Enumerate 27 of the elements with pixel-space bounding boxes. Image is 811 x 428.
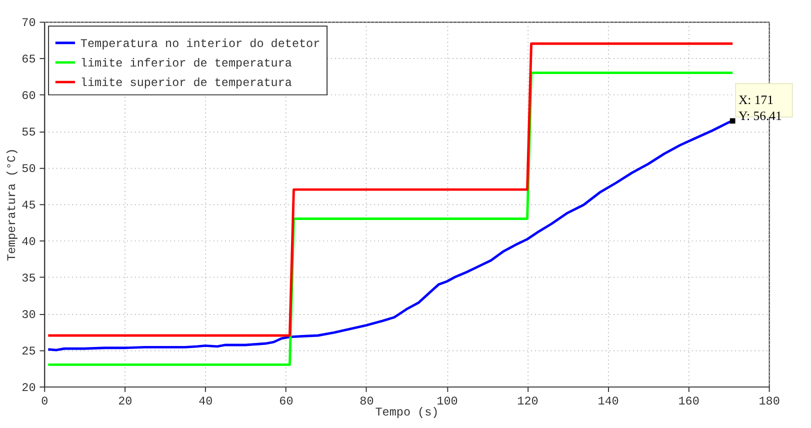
x-axis-title: Tempo (s) — [375, 405, 439, 420]
x-tick-label: 80 — [360, 394, 374, 409]
legend-label: limite inferior de temperatura — [80, 56, 292, 70]
y-tick-label: 55 — [22, 126, 36, 140]
x-tick-label: 40 — [198, 394, 213, 409]
legend-label: Temperatura no interior do detetor — [80, 36, 320, 51]
y-tick-label: 45 — [22, 198, 36, 213]
x-tick-label: 0 — [41, 394, 48, 409]
y-tick-label: 70 — [22, 16, 36, 30]
x-tick-label: 20 — [118, 394, 132, 409]
x-tick-label: 100 — [436, 394, 458, 409]
y-tick-label: 40 — [22, 235, 36, 250]
x-tick-label: 60 — [279, 394, 294, 409]
y-tick-label: 65 — [22, 52, 36, 67]
y-tick-label: 30 — [22, 308, 36, 322]
annotation: X: 171 Y: 56.41 — [738, 93, 782, 123]
x-tick-label: 160 — [678, 394, 700, 409]
y-axis-title: Temperatura (°C) — [4, 148, 19, 262]
y-tick-label: 25 — [22, 344, 36, 358]
y-tick-label: 20 — [22, 380, 36, 395]
legend-label: limite superior de temperatura — [80, 76, 292, 90]
x-tick-label: 120 — [517, 394, 538, 409]
y-tick-label: 50 — [22, 162, 36, 176]
y-tick-label: 35 — [22, 272, 36, 286]
x-tick-label: 180 — [758, 394, 780, 409]
x-tick-label: 140 — [598, 394, 619, 409]
y-tick-label: 60 — [22, 89, 36, 104]
